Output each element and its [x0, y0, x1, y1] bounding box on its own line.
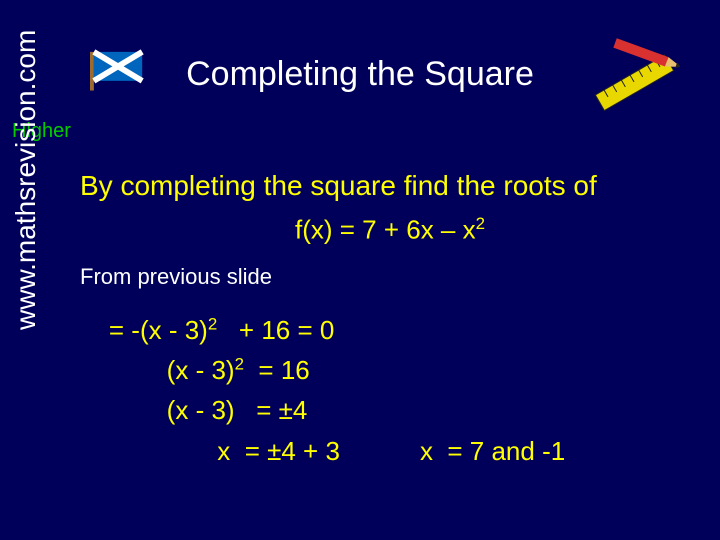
slide-title: Completing the Square [0, 55, 720, 94]
final-answer: x = 7 and -1 [420, 431, 565, 471]
work-line-2: (x - 3)2 = 16 [80, 350, 700, 390]
work-line-4: x = ±4 + 3x = 7 and -1 [80, 431, 700, 471]
function-equation: f(x) = 7 + 6x – x2 [80, 214, 700, 246]
work-line-3: (x - 3) = ±4 [80, 390, 700, 430]
working-steps: = -(x - 3)2 + 16 = 0 (x - 3)2 = 16 (x - … [80, 310, 700, 471]
work-line-1: = -(x - 3)2 + 16 = 0 [80, 310, 700, 350]
slide-content: By completing the square find the roots … [80, 170, 700, 471]
previous-slide-note: From previous slide [80, 264, 700, 290]
prompt-text: By completing the square find the roots … [80, 170, 700, 202]
site-watermark: www.mathsrevision.com [10, 30, 42, 330]
equation-sup: 2 [476, 214, 485, 233]
equation-text: f(x) = 7 + 6x – x [295, 215, 476, 245]
